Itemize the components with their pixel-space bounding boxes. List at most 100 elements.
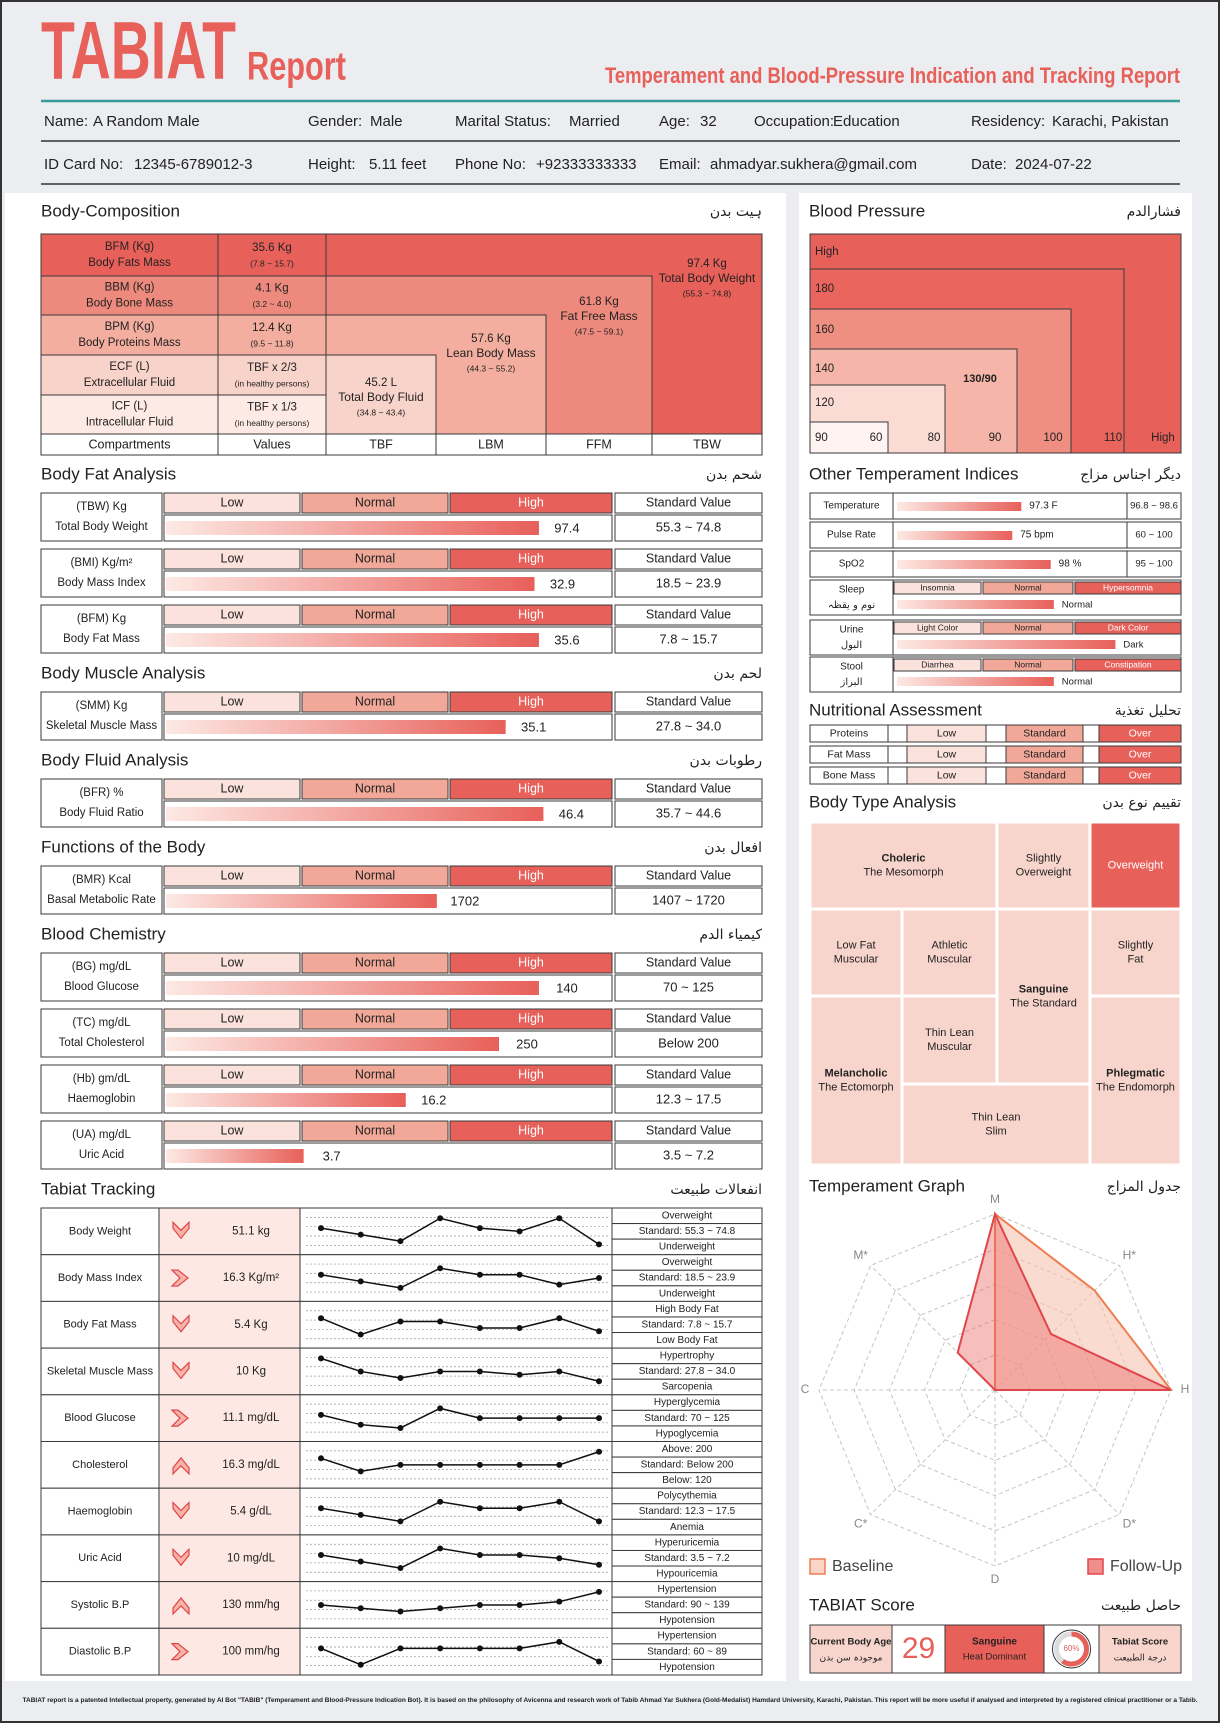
trend-point [476, 1271, 483, 1278]
nutrition-level [1005, 766, 1084, 785]
radar-axis-label: D [991, 1572, 1000, 1586]
trend-point [556, 1638, 563, 1645]
trend-point [596, 1415, 602, 1422]
info-label: Name: [44, 113, 88, 130]
nutrition-level [1098, 766, 1182, 785]
label: 98 % [1059, 559, 1082, 570]
label: Systolic B.P [71, 1599, 130, 1611]
trend-point [596, 1448, 602, 1455]
nutrition-level [906, 745, 987, 764]
label: Fat [1128, 953, 1144, 965]
trend-point [357, 1278, 364, 1285]
row-label-cell [40, 604, 163, 654]
info-label: Residency: [971, 113, 1045, 130]
radar-axis-label: M [990, 1192, 1000, 1206]
vital-name [809, 492, 894, 520]
label: Hypotension [659, 1662, 715, 1673]
label: Sleep [839, 585, 865, 596]
label: Blood Glucose [64, 1412, 136, 1424]
label: (44.3 ~ 55.2) [467, 363, 516, 373]
composition-cell [40, 314, 219, 356]
trend-point [516, 1551, 523, 1558]
info-value: 2024-07-22 [1015, 156, 1092, 173]
state-level [1074, 658, 1182, 672]
score-cell [1098, 1624, 1182, 1674]
label: 5.4 g/dL [230, 1506, 272, 1518]
trend-point [397, 1284, 404, 1291]
state-level [982, 581, 1074, 595]
composition-cell [40, 354, 219, 396]
label: Hypersomnia [1103, 582, 1153, 592]
standard-cell [614, 713, 763, 741]
trend-point [556, 1498, 563, 1505]
label: Normal [355, 607, 395, 621]
trend-arrow [172, 1501, 190, 1520]
body-type-cell [902, 1084, 1090, 1165]
trend-point [516, 1271, 523, 1278]
label: Hypouricemia [656, 1568, 718, 1579]
label: BFM (Kg) [105, 241, 154, 253]
label: High [518, 955, 544, 969]
tracking-trend-cell [299, 1627, 613, 1676]
label: Stool [840, 662, 863, 673]
label: Standard Value [646, 781, 731, 795]
composition-cell [217, 233, 327, 277]
tracking-name-cell [40, 1627, 160, 1676]
bp-axis-label: 180 [815, 283, 834, 295]
label: 16.3 mg/dL [222, 1459, 280, 1471]
label: BBM (Kg) [105, 282, 155, 294]
trend-point [437, 1498, 444, 1505]
tracking-trend-cell [299, 1581, 613, 1629]
standard-header [614, 548, 763, 570]
bp-axis-label: 60 [870, 432, 883, 444]
info-label: ID Card No: [44, 156, 123, 173]
bp-axis-label: High [1151, 432, 1175, 444]
info-value: Karachi, Pakistan [1052, 113, 1169, 130]
vital-bar [897, 531, 1013, 540]
trend-point [516, 1601, 523, 1608]
footnote: TABIAT report is a patented Intellectual… [23, 1697, 1198, 1704]
label: Body Bone Mass [86, 298, 173, 310]
radar-axis-label: C* [854, 1517, 868, 1531]
label: Standard [1023, 769, 1066, 781]
scale-cell [301, 1008, 449, 1030]
nutrition-gap [985, 745, 1007, 764]
standard-cell [614, 1030, 763, 1058]
body-type-cell [902, 996, 997, 1084]
label: Standard Value [646, 1067, 731, 1081]
label: 35.7 ~ 44.6 [656, 805, 721, 820]
bar [166, 633, 539, 647]
label: (9.5 ~ 11.8) [250, 338, 293, 348]
body-type-cell [1090, 909, 1181, 996]
label: Low [937, 727, 957, 739]
radar-series [956, 1211, 1172, 1391]
bp-zone [809, 421, 889, 454]
trend-point [596, 1561, 602, 1568]
label: Sarcopenia [662, 1382, 713, 1393]
nutrition-gap [1082, 766, 1100, 785]
trend-arrow [170, 1409, 189, 1427]
label: 10 mg/dL [227, 1552, 276, 1564]
tracking-name-cell [40, 1254, 160, 1302]
trend-point [516, 1371, 523, 1378]
label: Low [221, 495, 245, 509]
label: Normal [1062, 600, 1093, 611]
nutrition-level [1005, 724, 1084, 743]
label: Standard Value [646, 694, 731, 708]
label: 55.3 ~ 74.8 [656, 519, 721, 534]
label: نوم و یقظہ [828, 600, 875, 611]
tracking-name-cell [40, 1207, 160, 1256]
label: Blood Glucose [64, 981, 139, 993]
label: BPM (Kg) [105, 321, 155, 333]
standard-cell [614, 887, 763, 915]
label: Over [1129, 727, 1152, 739]
label: Constipation [1104, 659, 1152, 669]
state-bar [897, 640, 1116, 649]
trend-point [318, 1505, 324, 1512]
label: Overweight [662, 1210, 713, 1221]
tracking-name-cell [40, 1394, 160, 1443]
label: Standard [1023, 748, 1066, 760]
bp-axis-label: 80 [928, 432, 941, 444]
bar [166, 894, 437, 908]
label: Cholesterol [72, 1459, 128, 1471]
